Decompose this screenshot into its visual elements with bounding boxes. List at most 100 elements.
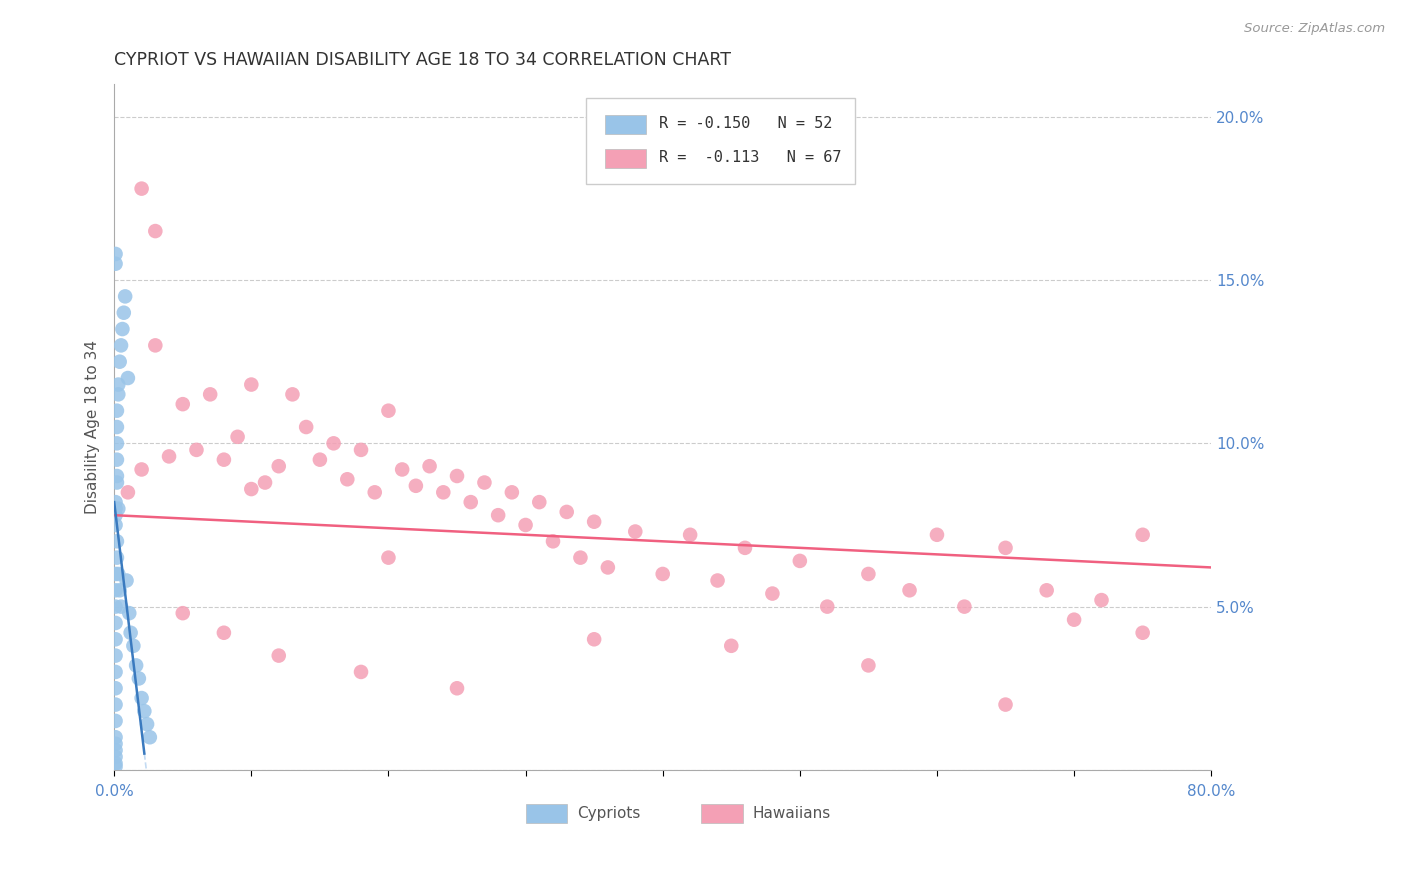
FancyBboxPatch shape xyxy=(586,98,855,184)
Point xyxy=(953,599,976,614)
Point xyxy=(569,550,592,565)
Point xyxy=(198,387,221,401)
Point xyxy=(104,759,127,773)
Point xyxy=(108,354,131,368)
Point xyxy=(172,397,194,411)
Point xyxy=(254,475,277,490)
Point xyxy=(105,452,128,467)
Point xyxy=(131,181,153,195)
Point xyxy=(104,756,127,771)
Point xyxy=(105,469,128,483)
Point xyxy=(651,566,673,581)
Point xyxy=(226,430,249,444)
Point xyxy=(104,518,127,533)
Point xyxy=(405,479,427,493)
Point xyxy=(107,501,129,516)
Point xyxy=(624,524,647,539)
Point xyxy=(309,452,332,467)
Point xyxy=(110,599,132,614)
Point xyxy=(143,224,166,238)
Point xyxy=(107,566,129,581)
Point xyxy=(679,528,702,542)
Point xyxy=(761,586,783,600)
Point xyxy=(432,485,454,500)
Point xyxy=(1132,625,1154,640)
Text: Cypriots: Cypriots xyxy=(576,806,641,822)
Point xyxy=(110,338,132,352)
Point xyxy=(104,698,127,712)
Point xyxy=(350,665,373,679)
Point xyxy=(460,495,482,509)
Point xyxy=(720,639,742,653)
Point xyxy=(104,648,127,663)
Bar xyxy=(605,115,647,134)
Point xyxy=(858,566,880,581)
Point xyxy=(240,377,263,392)
Point xyxy=(583,515,606,529)
Point xyxy=(596,560,619,574)
Point xyxy=(157,450,180,464)
Text: R =  -0.113   N = 67: R = -0.113 N = 67 xyxy=(659,150,842,165)
Point xyxy=(105,475,128,490)
Point xyxy=(1090,593,1112,607)
Point xyxy=(104,495,127,509)
Point xyxy=(105,534,128,549)
Point xyxy=(391,462,413,476)
Text: R = -0.150   N = 52: R = -0.150 N = 52 xyxy=(659,116,832,131)
Point xyxy=(139,731,162,745)
Point xyxy=(104,501,127,516)
Point xyxy=(377,403,399,417)
Point xyxy=(474,475,496,490)
Point xyxy=(111,322,134,336)
Text: Hawaiians: Hawaiians xyxy=(752,806,831,822)
Text: Source: ZipAtlas.com: Source: ZipAtlas.com xyxy=(1244,22,1385,36)
Point xyxy=(734,541,756,555)
Y-axis label: Disability Age 18 to 34: Disability Age 18 to 34 xyxy=(86,340,100,514)
Point xyxy=(117,485,139,500)
Point xyxy=(120,625,142,640)
Point xyxy=(104,583,127,598)
Point xyxy=(419,459,441,474)
Point xyxy=(1035,583,1057,598)
Point xyxy=(281,387,304,401)
Point xyxy=(104,615,127,630)
Point xyxy=(104,665,127,679)
Point xyxy=(815,599,838,614)
Point xyxy=(104,714,127,728)
Point xyxy=(1132,528,1154,542)
Point xyxy=(104,632,127,647)
Point xyxy=(108,583,131,598)
Point xyxy=(104,247,127,261)
Point xyxy=(122,639,145,653)
Point xyxy=(350,442,373,457)
Point xyxy=(107,377,129,392)
Point xyxy=(117,371,139,385)
Point xyxy=(529,495,551,509)
Point xyxy=(994,541,1017,555)
Point xyxy=(128,672,150,686)
Point xyxy=(104,749,127,764)
Bar xyxy=(702,805,742,823)
Point xyxy=(446,469,468,483)
Point xyxy=(240,482,263,496)
Point xyxy=(107,387,129,401)
Point xyxy=(364,485,387,500)
Bar xyxy=(526,805,567,823)
Point xyxy=(131,691,153,706)
Point xyxy=(336,472,359,486)
Point xyxy=(486,508,509,523)
Point xyxy=(104,257,127,271)
Point xyxy=(267,648,290,663)
Point xyxy=(105,436,128,450)
Point xyxy=(583,632,606,647)
Point xyxy=(789,554,811,568)
Point xyxy=(114,289,136,303)
Point xyxy=(295,420,318,434)
Point xyxy=(212,625,235,640)
Point xyxy=(858,658,880,673)
Point xyxy=(186,442,208,457)
Bar xyxy=(605,149,647,169)
Point xyxy=(104,566,127,581)
Point xyxy=(104,737,127,751)
Point xyxy=(125,658,148,673)
